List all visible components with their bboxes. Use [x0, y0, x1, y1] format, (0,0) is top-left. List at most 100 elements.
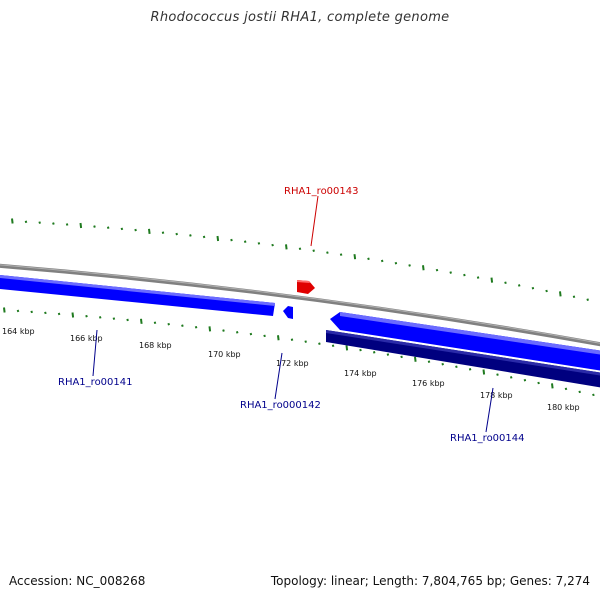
- genome-summary-text: Topology: linear; Length: 7,804,765 bp; …: [270, 574, 590, 588]
- minor-tick: [380, 259, 384, 263]
- major-tick: [11, 218, 14, 224]
- gene-label-ro00143[interactable]: RHA1_ro00143: [284, 186, 359, 247]
- tick-label: 174 kbp: [344, 369, 377, 378]
- minor-tick: [161, 231, 165, 234]
- major-tick: [422, 265, 425, 271]
- minor-tick: [427, 360, 431, 363]
- minor-tick: [504, 281, 507, 285]
- major-tick: [482, 369, 486, 375]
- accession-text: Accession: NC_008268: [9, 574, 146, 588]
- minor-tick: [318, 342, 321, 345]
- minor-tick: [298, 247, 302, 251]
- major-tick: [551, 383, 554, 389]
- genome-backbone-highlight: [0, 264, 600, 344]
- gene-label-text[interactable]: RHA1_ro00144: [450, 433, 525, 444]
- minor-tick: [572, 295, 576, 299]
- minor-tick: [112, 317, 116, 320]
- minor-tick: [16, 309, 20, 313]
- minor-tick: [592, 393, 595, 397]
- minor-tick: [230, 238, 233, 242]
- major-tick: [490, 277, 494, 283]
- major-tick: [285, 244, 288, 250]
- gene-label-ro00144[interactable]: RHA1_ro00144: [450, 387, 525, 444]
- minor-tick: [153, 321, 157, 325]
- major-tick: [3, 307, 6, 313]
- minor-tick: [167, 322, 170, 326]
- gene-label-ro00141[interactable]: RHA1_ro00141: [58, 329, 133, 388]
- tick-label: 172 kbp: [276, 359, 309, 368]
- gene-ro000142[interactable]: [283, 306, 293, 319]
- minor-tick: [181, 324, 184, 327]
- tick-label: 170 kbp: [208, 350, 241, 359]
- gene-ro00141[interactable]: [0, 274, 275, 316]
- minor-tick: [189, 234, 192, 237]
- minor-tick: [106, 226, 110, 229]
- major-tick: [277, 335, 280, 341]
- gene-label-text[interactable]: RHA1_ro000142: [240, 400, 321, 411]
- minor-tick: [496, 373, 499, 376]
- minor-tick: [400, 355, 403, 359]
- minor-tick: [564, 387, 568, 391]
- minor-tick: [126, 318, 129, 322]
- gene-label-ro000142[interactable]: RHA1_ro000142: [240, 352, 321, 411]
- tick-label: 166 kbp: [70, 334, 103, 343]
- minor-tick: [30, 310, 33, 314]
- minor-tick: [57, 312, 61, 316]
- genome-backbone: [0, 263, 600, 347]
- gene-ro00144[interactable]: [330, 312, 600, 372]
- minor-tick: [441, 362, 444, 366]
- minor-tick: [134, 228, 137, 232]
- minor-tick: [249, 332, 253, 336]
- minor-tick: [222, 329, 225, 332]
- major-tick: [140, 318, 143, 324]
- minor-tick: [331, 344, 335, 348]
- minor-tick: [517, 284, 521, 287]
- minor-tick: [38, 221, 41, 224]
- tick-label: 180 kbp: [547, 403, 580, 412]
- gene-label-text[interactable]: RHA1_ro00141: [58, 377, 133, 388]
- minor-tick: [175, 232, 178, 236]
- tick-label: 176 kbp: [412, 379, 445, 388]
- minor-tick: [194, 325, 198, 329]
- minor-tick: [449, 271, 452, 274]
- inner-tick-marks: [3, 307, 595, 397]
- major-tick: [559, 291, 562, 297]
- minor-tick: [202, 235, 206, 239]
- minor-tick: [312, 249, 315, 252]
- major-tick: [148, 228, 151, 234]
- minor-tick: [98, 316, 102, 319]
- minor-tick: [523, 378, 527, 382]
- minor-tick: [271, 243, 274, 247]
- minor-tick: [531, 286, 535, 290]
- minor-tick: [52, 222, 55, 225]
- minor-tick: [435, 268, 439, 272]
- gene-label-text[interactable]: RHA1_ro00143: [284, 186, 359, 197]
- minor-tick: [394, 261, 398, 265]
- gene-ro00144-reverse-band[interactable]: [326, 330, 600, 389]
- minor-tick: [463, 273, 466, 277]
- major-tick: [216, 235, 220, 242]
- major-tick: [345, 345, 349, 351]
- minor-tick: [408, 264, 411, 267]
- major-tick: [71, 312, 75, 318]
- minor-tick: [304, 340, 307, 343]
- minor-tick: [120, 227, 124, 231]
- major-tick: [353, 254, 357, 260]
- minor-tick: [243, 240, 247, 243]
- minor-tick: [578, 390, 581, 394]
- minor-tick: [372, 350, 376, 354]
- minor-tick: [65, 223, 69, 226]
- minor-tick: [257, 242, 261, 245]
- minor-tick: [455, 365, 458, 369]
- minor-tick: [263, 334, 266, 338]
- gene-ro00143[interactable]: [297, 280, 315, 294]
- minor-tick: [44, 311, 47, 315]
- minor-tick: [359, 348, 362, 352]
- minor-tick: [537, 381, 540, 385]
- minor-tick: [468, 368, 472, 371]
- tick-label: 168 kbp: [139, 341, 172, 350]
- minor-tick: [85, 314, 88, 318]
- minor-tick: [386, 353, 390, 356]
- major-tick: [208, 326, 212, 332]
